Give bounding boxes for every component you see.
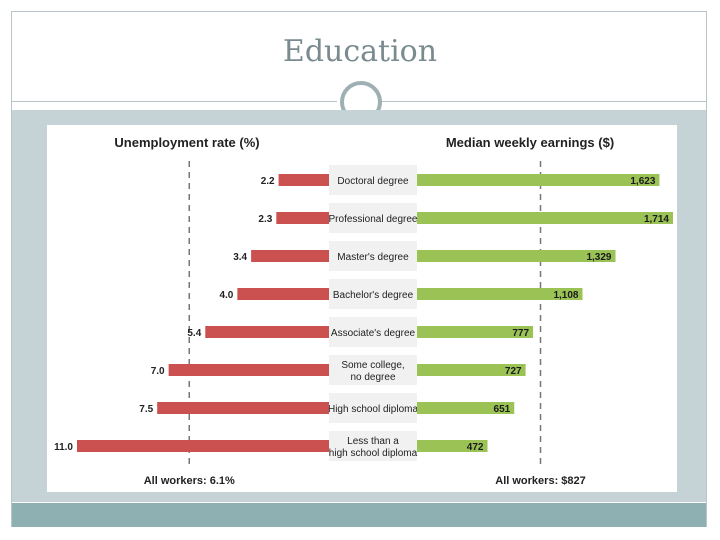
unemployment-bar-master-s-degree [251, 250, 329, 262]
unemployment-bar-doctoral-degree [278, 174, 329, 186]
earnings-value-bachelor-s-degree: 1,108 [553, 290, 578, 301]
category-label-master-s-degree: Master's degree [337, 252, 409, 263]
earnings-value-high-school-diploma: 651 [494, 404, 511, 415]
earnings-bar-associate-s-degree [417, 326, 534, 338]
earnings-bar-bachelor-s-degree [417, 288, 583, 300]
category-label-some-college-no-degree: Some college, [341, 360, 404, 371]
unemployment-bar-high-school-diploma [157, 402, 329, 414]
category-label-associate-s-degree: Associate's degree [331, 328, 416, 339]
unemployment-bar-associate-s-degree [205, 326, 329, 338]
unemployment-value-some-college-no-degree: 7.0 [151, 366, 165, 377]
unemployment-value-bachelor-s-degree: 4.0 [219, 290, 233, 301]
earnings-bar-less-than-a-high-school-diploma [417, 440, 488, 452]
category-label-less-than-a-high-school-diploma: high school diploma [329, 448, 418, 459]
slide-title: Education [282, 34, 438, 69]
category-box-professional-degree [329, 203, 417, 233]
category-box-bachelor-s-degree [329, 279, 417, 309]
unemployment-value-doctoral-degree: 2.2 [261, 176, 275, 187]
earnings-axis-title: Median weekly earnings ($) [446, 135, 614, 150]
education-chart: Unemployment rate (%) Median weekly earni… [54, 135, 673, 487]
category-box-some-college-no-degree [329, 355, 417, 385]
earnings-bar-professional-degree [417, 212, 673, 224]
title-rule-left [12, 101, 337, 102]
unemployment-value-associate-s-degree: 5.4 [187, 328, 201, 339]
category-box-associate-s-degree [329, 317, 417, 347]
earnings-value-master-s-degree: 1,329 [586, 252, 611, 263]
unemployment-value-less-than-a-high-school-diploma: 11.0 [54, 442, 73, 453]
earnings-bar-high-school-diploma [417, 402, 515, 414]
category-label-bachelor-s-degree: Bachelor's degree [333, 290, 414, 301]
earnings-bar-master-s-degree [417, 250, 616, 262]
earnings-bar-some-college-no-degree [417, 364, 526, 376]
category-label-professional-degree: Professional degree [329, 214, 418, 225]
earnings-value-less-than-a-high-school-diploma: 472 [467, 442, 484, 453]
footer-band [12, 503, 706, 527]
chart-panel: Unemployment rate (%) Median weekly earni… [47, 125, 677, 492]
unemployment-bar-bachelor-s-degree [237, 288, 329, 300]
category-label-doctoral-degree: Doctoral degree [337, 176, 409, 187]
category-box-master-s-degree [329, 241, 417, 271]
title-rule-right [382, 101, 706, 102]
earnings-value-some-college-no-degree: 727 [505, 366, 522, 377]
earnings-bar-doctoral-degree [417, 174, 660, 186]
category-box-high-school-diploma [329, 393, 417, 423]
unemployment-bar-some-college-no-degree [168, 364, 329, 376]
category-label-less-than-a-high-school-diploma: Less than a [347, 436, 399, 447]
category-label-high-school-diploma: High school diploma [328, 404, 418, 415]
category-box-less-than-a-high-school-diploma [329, 431, 417, 461]
category-label-some-college-no-degree: no degree [350, 372, 395, 383]
earnings-value-doctoral-degree: 1,623 [630, 176, 655, 187]
category-box-doctoral-degree [329, 165, 417, 195]
earnings-value-associate-s-degree: 777 [512, 328, 529, 339]
unemployment-value-high-school-diploma: 7.5 [139, 404, 153, 415]
unemployment-reference-label: All workers: 6.1% [144, 475, 235, 487]
earnings-value-professional-degree: 1,714 [644, 214, 669, 225]
unemployment-value-master-s-degree: 3.4 [233, 252, 247, 263]
earnings-reference-label: All workers: $827 [495, 475, 586, 487]
unemployment-bar-professional-degree [276, 212, 329, 224]
unemployment-axis-title: Unemployment rate (%) [114, 135, 259, 150]
unemployment-value-professional-degree: 2.3 [258, 214, 272, 225]
unemployment-bar-less-than-a-high-school-diploma [77, 440, 329, 452]
